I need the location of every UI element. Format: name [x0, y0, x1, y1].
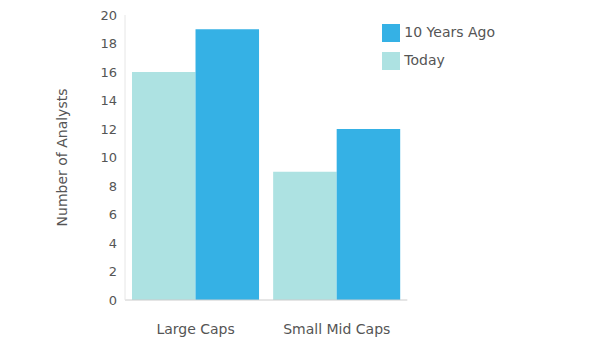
svg-text:2: 2: [109, 264, 117, 279]
svg-text:16: 16: [100, 65, 117, 80]
svg-text:4: 4: [109, 236, 117, 251]
svg-text:Small Mid Caps: Small Mid Caps: [283, 321, 390, 337]
svg-text:20: 20: [100, 8, 117, 23]
html-text:10 Years Ago: 10 Years Ago: [404, 24, 495, 40]
svg-text:14: 14: [100, 93, 117, 108]
svg-text:6: 6: [109, 207, 117, 222]
html-text:Today: Today: [404, 52, 445, 68]
svg-text:Number of Analysts: Number of Analysts: [54, 89, 70, 227]
svg-text:0: 0: [109, 293, 117, 308]
svg-text:12: 12: [100, 122, 117, 137]
svg-text:10: 10: [100, 150, 117, 165]
svg-text:18: 18: [100, 36, 117, 51]
svg-text:8: 8: [109, 179, 117, 194]
svg-text:Large Caps: Large Caps: [156, 321, 234, 337]
